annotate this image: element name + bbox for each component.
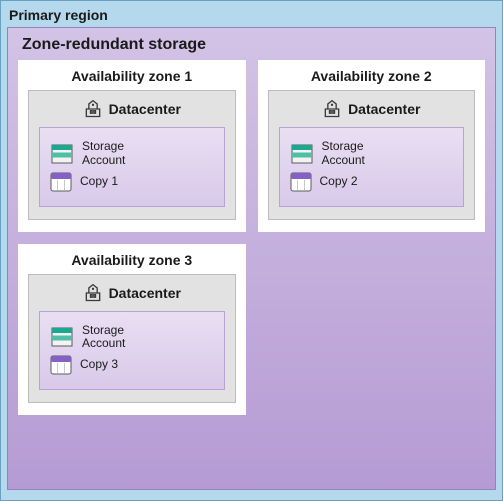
availability-zone-2: Availability zone 2 Datacenter — [258, 60, 486, 232]
datacenter-label: Datacenter — [109, 285, 181, 301]
zone-title: Availability zone 3 — [28, 252, 236, 268]
copy-icon — [290, 172, 312, 192]
primary-region: Primary region Zone-redundant storage Av… — [0, 0, 503, 501]
copy-row: Copy 1 — [50, 172, 214, 192]
copy-icon — [50, 172, 72, 192]
inner-box: Storage Account Copy — [39, 127, 225, 207]
availability-zone-3: Availability zone 3 Datacenter — [18, 244, 246, 416]
datacenter-icon — [83, 99, 103, 119]
datacenter-label: Datacenter — [109, 101, 181, 117]
zone-title: Availability zone 1 — [28, 68, 236, 84]
inner-box: Storage Account Copy — [279, 127, 465, 207]
datacenter-icon — [322, 99, 342, 119]
datacenter-2: Datacenter Storage Account — [268, 90, 476, 220]
storage-label: Storage Account — [82, 140, 125, 168]
zone-title: Availability zone 2 — [268, 68, 476, 84]
storage-icon — [290, 143, 314, 165]
storage-icon — [50, 143, 74, 165]
copy-label: Copy 3 — [80, 358, 118, 372]
storage-label: Storage Account — [322, 140, 365, 168]
datacenter-icon — [83, 283, 103, 303]
datacenter-1: Datacenter Storage Account — [28, 90, 236, 220]
datacenter-3: Datacenter Storage Account — [28, 274, 236, 404]
zone-redundant-storage: Zone-redundant storage Availability zone… — [7, 27, 496, 490]
copy-row: Copy 2 — [290, 172, 454, 192]
datacenter-header: Datacenter — [279, 99, 465, 119]
storage-label: Storage Account — [82, 324, 125, 352]
copy-label: Copy 1 — [80, 175, 118, 189]
primary-region-label: Primary region — [7, 7, 496, 23]
inner-box: Storage Account Copy — [39, 311, 225, 391]
zone-redundant-label: Zone-redundant storage — [18, 36, 485, 54]
copy-label: Copy 2 — [320, 175, 358, 189]
copy-row: Copy 3 — [50, 355, 214, 375]
availability-zone-1: Availability zone 1 Datacenter — [18, 60, 246, 232]
storage-account-row: Storage Account — [50, 324, 214, 352]
storage-icon — [50, 326, 74, 348]
datacenter-header: Datacenter — [39, 283, 225, 303]
datacenter-header: Datacenter — [39, 99, 225, 119]
storage-account-row: Storage Account — [50, 140, 214, 168]
zones-grid: Availability zone 1 Datacenter — [18, 60, 485, 415]
storage-account-row: Storage Account — [290, 140, 454, 168]
copy-icon — [50, 355, 72, 375]
datacenter-label: Datacenter — [348, 101, 420, 117]
